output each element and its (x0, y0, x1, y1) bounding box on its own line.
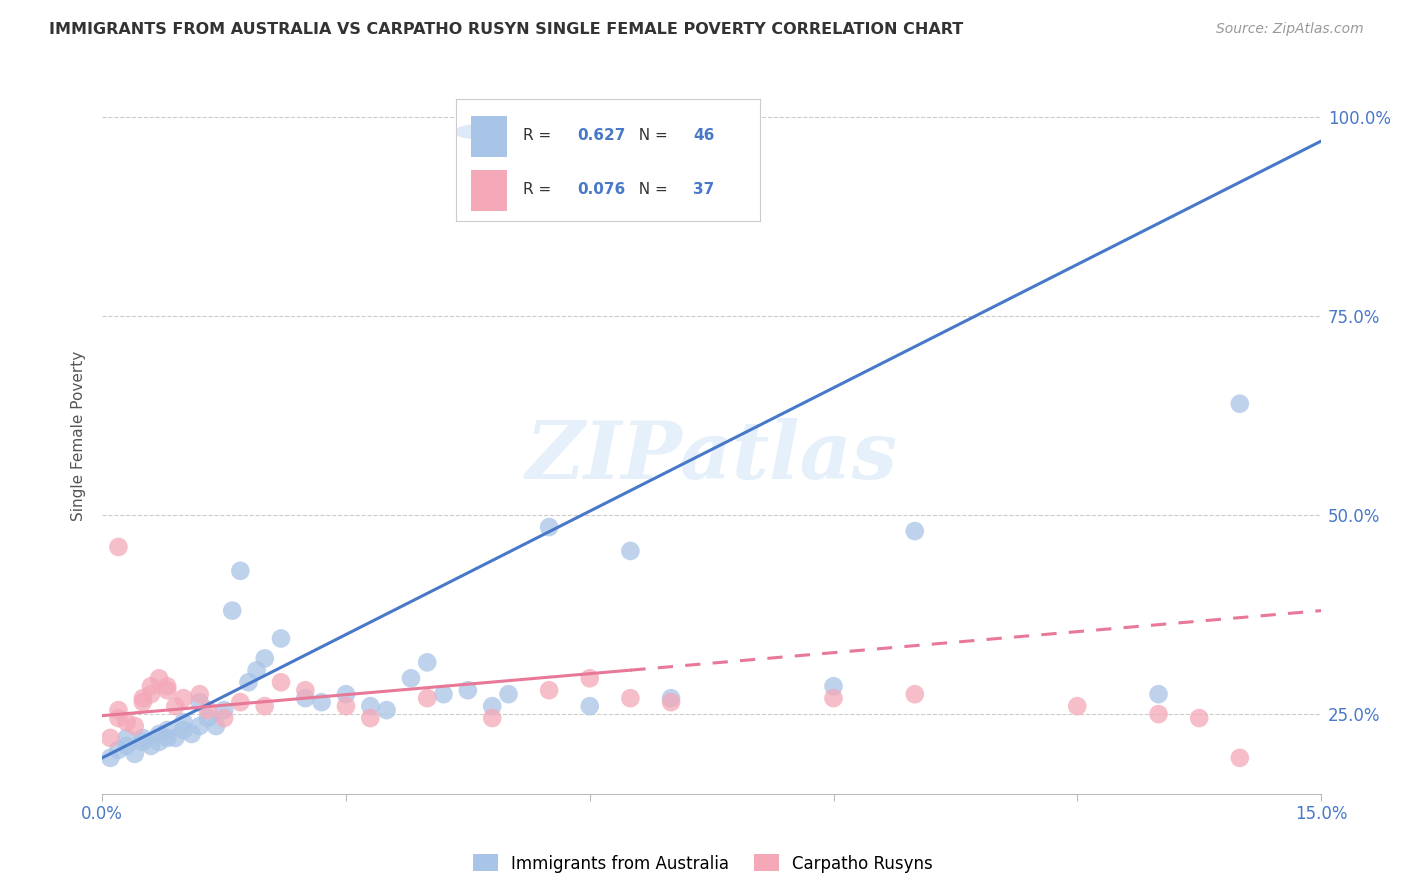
Point (270, 632, 292, 646)
Point (399, 671, 422, 685)
Point (538, 683, 561, 698)
Point (1229, 397, 1251, 411)
Point (139, 679, 162, 693)
Point (124, 747, 146, 761)
Point (132, 731, 155, 745)
Point (197, 711, 219, 725)
Text: Source: ZipAtlas.com: Source: ZipAtlas.com (1216, 22, 1364, 37)
Point (98, 751, 121, 765)
Point (212, 711, 235, 725)
Point (1147, 707, 1170, 722)
Point (823, 679, 845, 693)
Point (107, 711, 129, 725)
Point (180, 727, 202, 741)
Point (538, 520, 561, 534)
Point (359, 711, 381, 725)
Point (335, 687, 357, 701)
Point (659, 691, 682, 706)
Point (1229, 751, 1251, 765)
Point (238, 675, 260, 690)
Point (375, 703, 398, 717)
Point (1147, 687, 1170, 701)
Point (115, 731, 138, 745)
Point (904, 687, 927, 701)
Point (107, 743, 129, 757)
Point (416, 691, 439, 706)
Point (132, 695, 155, 709)
Point (172, 691, 194, 706)
Point (481, 711, 503, 725)
Point (578, 671, 600, 685)
Text: ZIPatlas: ZIPatlas (526, 418, 897, 496)
Point (416, 656, 439, 670)
Point (1066, 699, 1088, 714)
Point (212, 703, 235, 717)
Point (124, 719, 146, 733)
Point (619, 691, 641, 706)
Point (253, 699, 276, 714)
Point (132, 691, 155, 706)
Point (294, 691, 316, 706)
Point (156, 683, 179, 698)
Point (578, 699, 600, 714)
Point (457, 683, 479, 698)
Point (148, 735, 170, 749)
Point (311, 695, 333, 709)
Point (294, 683, 316, 698)
Point (659, 695, 682, 709)
Point (148, 671, 170, 685)
Point (498, 687, 520, 701)
Point (115, 714, 138, 729)
Point (132, 735, 155, 749)
Point (107, 703, 129, 717)
Point (904, 524, 927, 538)
Point (165, 699, 187, 714)
Point (359, 699, 381, 714)
Point (197, 703, 219, 717)
Point (619, 544, 641, 558)
Point (172, 723, 194, 737)
Point (172, 714, 194, 729)
Point (253, 651, 276, 665)
Point (188, 719, 211, 733)
Point (1188, 711, 1211, 725)
Point (335, 699, 357, 714)
Point (823, 691, 845, 706)
Point (156, 723, 179, 737)
Point (165, 731, 187, 745)
Y-axis label: Single Female Poverty: Single Female Poverty (72, 351, 86, 521)
Point (107, 540, 129, 554)
Point (139, 687, 162, 701)
Text: IMMIGRANTS FROM AUSTRALIA VS CARPATHO RUSYN SINGLE FEMALE POVERTY CORRELATION CH: IMMIGRANTS FROM AUSTRALIA VS CARPATHO RU… (49, 22, 963, 37)
Point (270, 675, 292, 690)
Point (221, 604, 243, 618)
Point (188, 695, 211, 709)
Point (156, 679, 179, 693)
Point (156, 731, 179, 745)
Legend: Immigrants from Australia, Carpatho Rusyns: Immigrants from Australia, Carpatho Rusy… (467, 847, 939, 880)
Point (148, 727, 170, 741)
Point (115, 739, 138, 753)
Point (98, 731, 121, 745)
Point (139, 739, 162, 753)
Point (481, 699, 503, 714)
Point (432, 687, 454, 701)
Point (205, 719, 228, 733)
Point (229, 695, 252, 709)
Point (188, 687, 211, 701)
Point (229, 564, 252, 578)
Point (246, 663, 269, 677)
